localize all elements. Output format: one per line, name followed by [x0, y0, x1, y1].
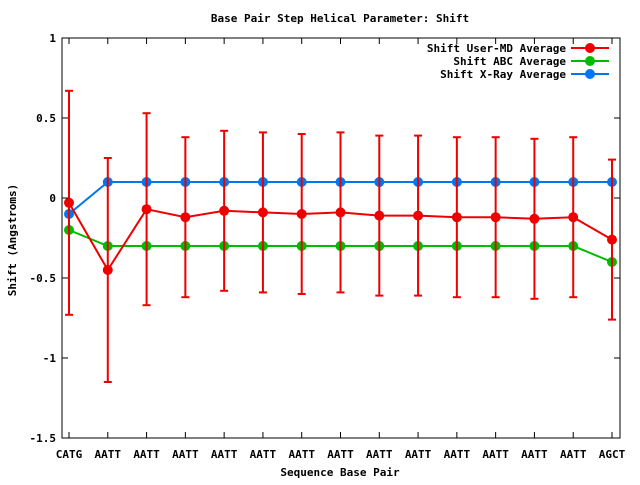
data-point [180, 212, 191, 223]
data-point [257, 207, 268, 218]
series-0 [64, 89, 617, 383]
y-tick-label: -0.5 [30, 272, 57, 285]
legend-label: Shift User-MD Average [427, 42, 566, 55]
x-tick-label: AATT [250, 448, 277, 461]
y-tick-label: 1 [49, 32, 56, 45]
data-point [607, 234, 617, 245]
x-tick-label: AGCT [599, 448, 626, 461]
x-tick-label: AATT [482, 448, 509, 461]
data-point [141, 204, 152, 215]
data-point [374, 210, 385, 221]
plot-area [64, 89, 617, 383]
data-point [490, 212, 501, 223]
legend-label: Shift X-Ray Average [440, 68, 566, 81]
y-tick-label: -1 [43, 352, 57, 365]
x-tick-label: AATT [560, 448, 587, 461]
data-point [219, 205, 230, 216]
legend-label: Shift ABC Average [453, 55, 566, 68]
x-tick-label: AATT [211, 448, 238, 461]
y-tick-label: 0.5 [36, 112, 56, 125]
x-tick-label: AATT [366, 448, 393, 461]
data-point [413, 210, 424, 221]
data-point [568, 212, 579, 223]
x-axis-label: Sequence Base Pair [280, 466, 400, 479]
data-point [451, 212, 462, 223]
x-tick-label: AATT [327, 448, 354, 461]
x-tick-label: AATT [405, 448, 432, 461]
legend-swatch-marker [585, 69, 595, 79]
data-point [102, 265, 113, 275]
data-point [64, 197, 74, 208]
x-tick-label: AATT [133, 448, 160, 461]
legend-swatch-marker [585, 56, 595, 66]
y-axis-label: Shift (Angstroms) [6, 184, 19, 297]
legend-swatch-marker [585, 43, 595, 53]
x-tick-label: AATT [172, 448, 199, 461]
x-tick-label: AATT [444, 448, 471, 461]
x-tick-label: CATG [56, 448, 83, 461]
y-tick-label: -1.5 [30, 432, 57, 445]
data-point [335, 207, 346, 218]
x-tick-label: AATT [95, 448, 122, 461]
y-tick-label: 0 [49, 192, 56, 205]
chart-title: Base Pair Step Helical Parameter: Shift [211, 12, 469, 25]
x-tick-label: AATT [521, 448, 548, 461]
data-point [529, 213, 540, 224]
data-point [296, 209, 307, 219]
x-tick-label: AATT [288, 448, 315, 461]
axes: 1 0.5 0 -0.5 -1 -1.5 CATG AATT AATT AATT AATT AATT A… [30, 32, 626, 461]
